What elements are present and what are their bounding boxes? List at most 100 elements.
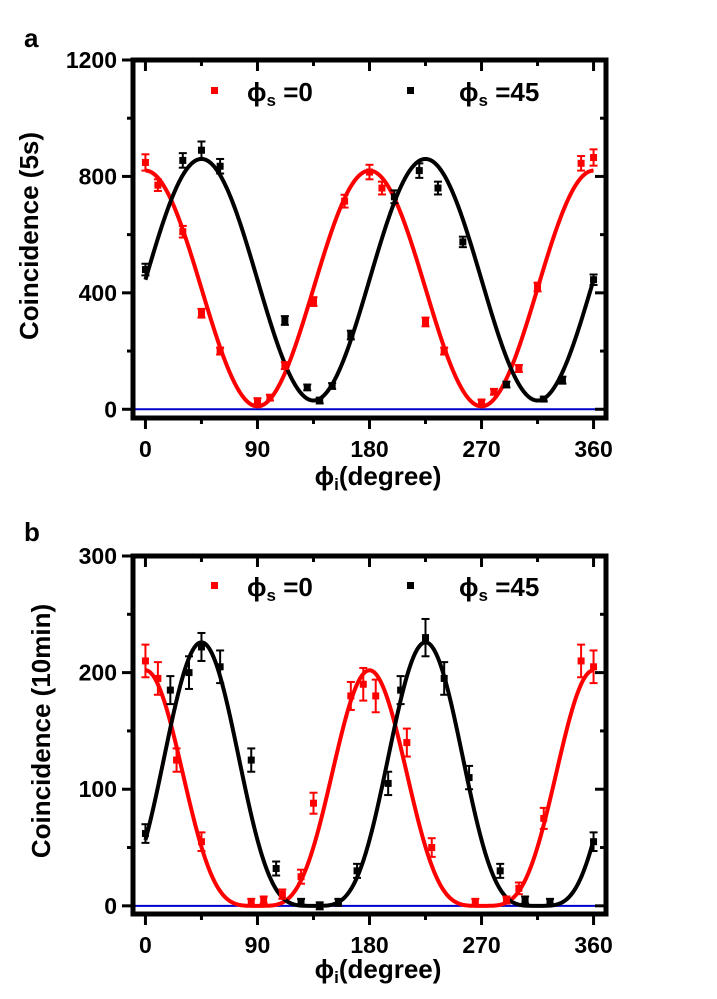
data-point-series-0-12 [421, 316, 430, 328]
data-marker [496, 867, 504, 875]
data-point-series-1-11 [433, 180, 442, 196]
data-point-series-1-6 [272, 860, 281, 877]
data-marker [428, 844, 436, 852]
data-marker [173, 756, 181, 764]
data-marker [197, 838, 205, 846]
data-point-series-0-16 [514, 364, 523, 374]
data-marker [216, 162, 224, 170]
data-point-series-0-9 [340, 193, 349, 209]
data-point-series-1-16 [496, 862, 505, 879]
data-marker [297, 898, 305, 906]
data-marker [471, 898, 479, 906]
data-marker [521, 896, 529, 904]
data-marker [197, 309, 205, 317]
data-point-series-1-4 [216, 649, 225, 685]
fit-curve-series-0 [144, 668, 595, 908]
data-marker [378, 184, 386, 192]
data-point-series-0-19 [589, 148, 598, 167]
data-marker [397, 686, 405, 694]
data-point-series-1-15 [465, 764, 474, 791]
data-point-series-1-12 [458, 235, 467, 249]
panel-a: a Coincidence (5s) ϕi(degree) ϕs =0 ϕs =… [14, 23, 613, 494]
data-point-series-0-7 [297, 868, 306, 885]
data-point-series-0-1 [153, 661, 162, 696]
data-marker [577, 657, 585, 665]
data-marker [334, 898, 342, 906]
data-point-series-1-2 [185, 655, 194, 690]
data-point-series-1-12 [396, 675, 405, 706]
data-point-series-1-8 [315, 901, 324, 911]
data-marker [490, 388, 498, 396]
data-point-series-1-4 [280, 315, 289, 326]
data-marker [359, 680, 367, 688]
data-point-series-0-3 [197, 831, 206, 853]
data-marker [515, 884, 523, 892]
y-tick-label: 0 [104, 893, 117, 919]
data-marker [166, 686, 174, 694]
legend-label-phi-s-0: ϕs =0 [247, 572, 313, 605]
legend-label-phi-s-0: ϕs =0 [247, 77, 313, 110]
data-point-series-0-5 [259, 895, 268, 905]
data-point-series-0-15 [502, 895, 511, 905]
data-point-series-0-3 [197, 307, 206, 319]
data-marker [247, 756, 255, 764]
data-marker [546, 898, 554, 906]
data-point-series-0-19 [589, 649, 598, 685]
data-marker [316, 902, 324, 910]
data-point-series-1-7 [328, 382, 337, 390]
data-marker [247, 898, 255, 906]
data-point-series-1-3 [197, 631, 206, 662]
data-marker [515, 365, 523, 373]
data-marker [440, 347, 448, 355]
data-marker [590, 154, 598, 162]
data-marker [534, 283, 542, 291]
x-axis-unit: (degree) [339, 954, 442, 984]
data-point-series-1-14 [440, 661, 449, 696]
y-axis-label: Coincidence (10min) [26, 604, 56, 858]
x-tick-label: 360 [574, 436, 612, 462]
x-axis-label: ϕi(degree) [315, 461, 442, 494]
panel-label: b [24, 517, 40, 547]
data-point-series-1-13 [502, 380, 511, 389]
data-point-series-0-14 [471, 897, 480, 907]
data-marker [309, 799, 317, 807]
data-point-series-0-4 [247, 897, 256, 907]
data-point-series-0-6 [265, 393, 274, 402]
legend-marker-red [211, 582, 218, 589]
y-tick-label: 100 [79, 776, 117, 802]
data-marker [179, 156, 187, 164]
data-point-series-0-11 [371, 678, 380, 714]
data-marker [328, 382, 336, 390]
legend-marker-black [407, 582, 414, 589]
data-marker [197, 643, 205, 651]
data-marker [216, 663, 224, 671]
data-point-series-0-0 [141, 643, 150, 679]
data-marker [309, 298, 317, 306]
x-axis-subscript: i [334, 968, 339, 987]
data-marker [390, 193, 398, 201]
data-point-series-1-6 [315, 396, 324, 405]
legend-label-phi-s-45: ϕs =45 [459, 77, 539, 110]
panel-b: b Coincidence (10min) ϕi(degree) ϕs =0 ϕ… [24, 517, 613, 987]
data-point-series-1-16 [589, 273, 598, 286]
legend-marker-black [407, 87, 414, 94]
data-point-series-1-3 [216, 157, 225, 175]
data-point-series-0-1 [153, 178, 162, 192]
data-point-series-0-13 [440, 346, 449, 356]
data-point-series-0-4 [216, 346, 225, 356]
data-marker [197, 146, 205, 154]
data-marker [141, 830, 149, 838]
y-axis-label: Coincidence (5s) [14, 132, 44, 340]
data-point-series-0-14 [477, 398, 486, 406]
data-point-series-1-1 [166, 675, 175, 706]
data-point-series-1-13 [421, 617, 430, 658]
data-point-series-0-2 [172, 747, 181, 773]
data-point-series-0-5 [253, 397, 262, 406]
x-axis-subscript: i [334, 475, 339, 494]
data-marker [558, 376, 566, 384]
data-marker [384, 779, 392, 787]
x-axis-label: ϕi(degree) [315, 954, 442, 987]
data-point-series-1-2 [197, 140, 206, 160]
